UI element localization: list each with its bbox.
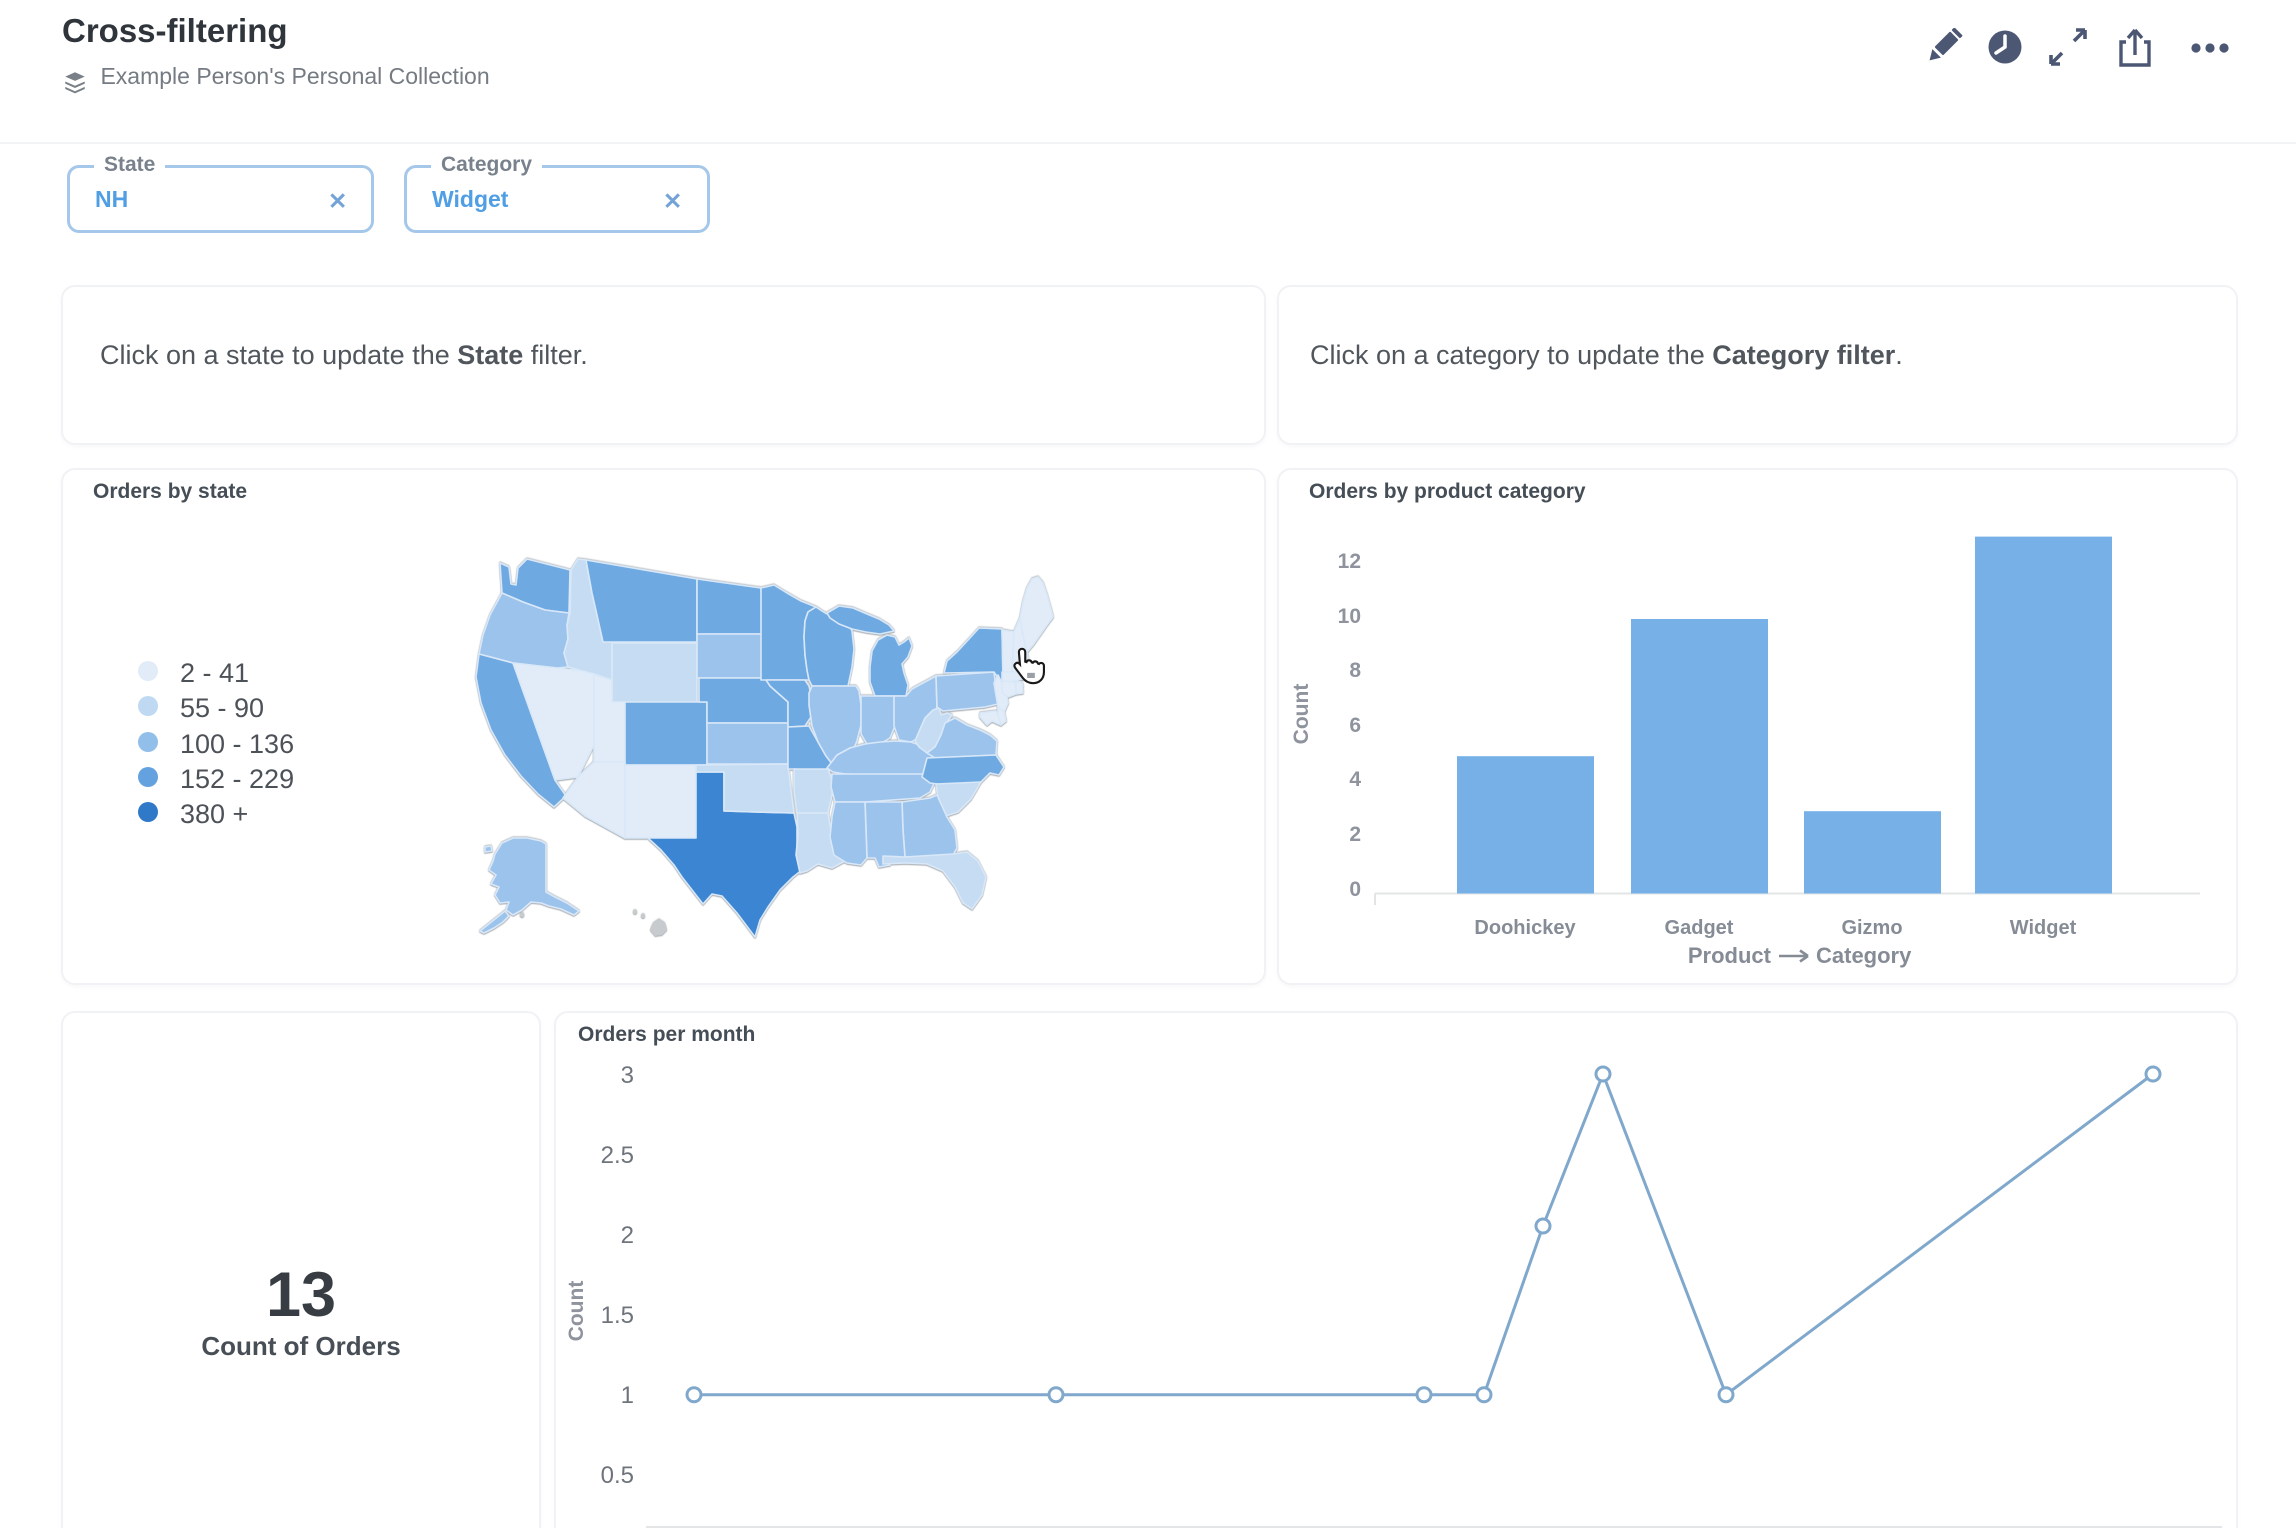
svg-text:Count: Count: [1290, 684, 1313, 745]
svg-text:Doohickey: Doohickey: [1474, 917, 1576, 939]
svg-text:1: 1: [621, 1382, 634, 1409]
svg-text:2.5: 2.5: [601, 1142, 634, 1169]
svg-text:2 - 41: 2 - 41: [180, 658, 249, 688]
svg-text:4: 4: [1349, 768, 1361, 791]
svg-text:6: 6: [1349, 714, 1361, 737]
svg-text:Gadget: Gadget: [1665, 917, 1734, 939]
svg-text:380 +: 380 +: [180, 799, 248, 829]
svg-text:55 - 90: 55 - 90: [180, 693, 264, 723]
svg-text:100 - 136: 100 - 136: [180, 729, 294, 759]
svg-text:Widget: Widget: [2010, 917, 2077, 939]
svg-text:152 - 229: 152 - 229: [180, 764, 294, 794]
svg-text:8: 8: [1349, 659, 1361, 682]
svg-text:10: 10: [1338, 605, 1361, 628]
svg-text:2: 2: [621, 1222, 634, 1249]
svg-text:0.5: 0.5: [601, 1462, 634, 1489]
svg-text:Category: Category: [1816, 943, 1912, 968]
svg-text:Gizmo: Gizmo: [1841, 917, 1902, 939]
svg-text:1.5: 1.5: [601, 1302, 634, 1329]
svg-text:0: 0: [1349, 878, 1361, 901]
svg-text:3: 3: [621, 1062, 634, 1089]
svg-text:Count: Count: [565, 1281, 588, 1342]
svg-text:12: 12: [1338, 550, 1361, 573]
svg-text:2: 2: [1349, 823, 1361, 846]
svg-text:Product: Product: [1688, 943, 1772, 968]
